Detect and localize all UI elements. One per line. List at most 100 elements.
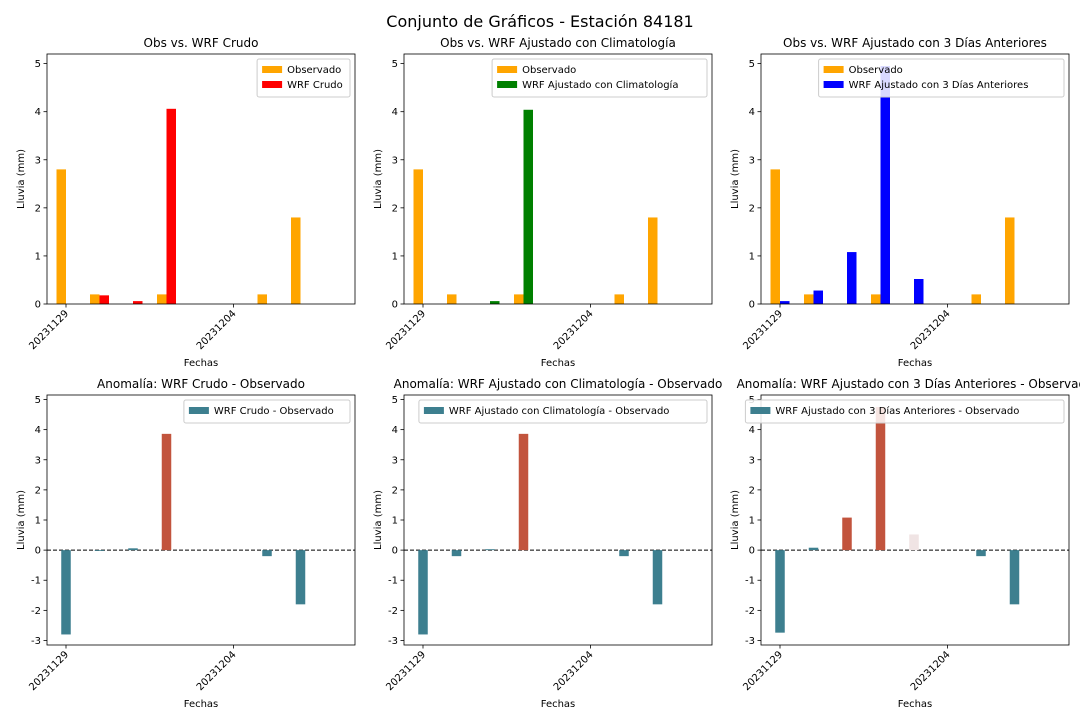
x-tick-label: 20231204: [195, 649, 239, 693]
y-tick-label: -3: [745, 636, 755, 647]
y-tick-label: 2: [392, 485, 398, 496]
legend-swatch: [497, 81, 518, 88]
y-tick-label: 1: [392, 516, 398, 527]
y-tick-label: 2: [749, 203, 755, 214]
y-tick-label: -2: [31, 606, 41, 617]
legend-box: [491, 58, 708, 98]
legend-box: [418, 399, 708, 424]
panel-3: Obs vs. WRF Ajustado con 3 Días Anterior…: [730, 36, 1070, 369]
y-tick-label: 4: [749, 425, 755, 436]
legend-box: [818, 58, 1065, 98]
y-tick-label: 1: [749, 251, 755, 262]
bar-anomaly-legend-1: [94, 550, 105, 551]
bar-anomaly-legend-3: [518, 433, 529, 551]
legend-label: WRF Crudo: [287, 80, 343, 91]
x-axis-label: Fechas: [184, 358, 219, 369]
panel-title: Anomalía: WRF Crudo - Observado: [97, 377, 305, 391]
bar-anomaly-legend-7: [652, 550, 663, 605]
y-tick-label: -2: [745, 606, 755, 617]
bar-wrf-crudo-2: [133, 301, 143, 304]
bar-wrf-3dias-1: [813, 290, 823, 304]
y-tick-label: -1: [388, 576, 398, 587]
legend-swatch: [188, 407, 209, 414]
bar-anomaly-legend-6: [619, 550, 629, 557]
bar-wrf-3dias-4: [914, 279, 924, 304]
legend-label: Observado: [287, 65, 341, 76]
y-tick-label: 4: [35, 425, 41, 436]
x-axis-label: Fechas: [541, 358, 576, 369]
legend-label: WRF Crudo - Observado: [214, 406, 334, 417]
y-tick-label: 5: [35, 395, 41, 406]
y-tick-label: 4: [392, 107, 398, 118]
y-axis-label: Lluvia (mm): [16, 149, 27, 209]
y-tick-label: 1: [35, 251, 41, 262]
x-tick-label: 20231129: [27, 649, 71, 693]
bar-observado-6: [257, 294, 267, 304]
bar-observado-0: [770, 169, 780, 304]
panel-6: Anomalía: WRF Ajustado con 3 Días Anteri…: [730, 377, 1080, 710]
panel-5: Anomalía: WRF Ajustado con Climatología …: [373, 377, 722, 710]
bar-anomaly-legend-6: [262, 550, 272, 557]
bar-anomaly-legend-3: [875, 407, 886, 551]
bar-wrf-3dias-3: [880, 66, 890, 305]
panel-title: Anomalía: WRF Ajustado con Climatología …: [394, 377, 723, 391]
plot-frame: [403, 53, 713, 305]
legend: WRF Ajustado con Climatología - Observad…: [418, 399, 708, 424]
y-tick-label: 0: [35, 546, 41, 557]
bar-anomaly-legend-2: [485, 549, 495, 551]
bar-anomaly-legend-4: [909, 534, 919, 551]
legend-label: WRF Ajustado con Climatología - Observad…: [449, 405, 670, 417]
y-tick-label: -2: [388, 606, 398, 617]
plot-frame: [46, 53, 356, 305]
y-tick-label: 0: [35, 300, 41, 311]
x-tick-label: 20231204: [552, 649, 596, 693]
y-axis-label: Lluvia (mm): [730, 490, 741, 550]
bar-wrf-3dias-2: [847, 252, 857, 304]
legend-swatch: [497, 66, 518, 73]
x-tick-label: 20231204: [909, 649, 953, 693]
y-tick-label: 4: [392, 425, 398, 436]
y-tick-label: 3: [392, 155, 398, 166]
y-axis-label: Lluvia (mm): [373, 149, 384, 209]
x-axis-label: Fechas: [898, 699, 933, 710]
y-tick-label: -1: [31, 576, 41, 587]
panel-title: Obs vs. WRF Ajustado con Climatología: [440, 36, 676, 50]
legend: Observado WRF Crudo: [256, 58, 351, 98]
bar-anomaly-legend-6: [976, 550, 986, 557]
bar-wrf-3dias-0: [780, 301, 790, 304]
y-tick-label: 5: [749, 59, 755, 70]
x-axis-label: Fechas: [541, 699, 576, 710]
y-axis-label: Lluvia (mm): [373, 490, 384, 550]
y-tick-label: 4: [35, 107, 41, 118]
y-tick-label: 3: [35, 455, 41, 466]
figure-title: Conjunto de Gráficos - Estación 84181: [386, 12, 693, 31]
bar-anomaly-legend-2: [128, 548, 138, 551]
y-tick-label: -3: [31, 636, 41, 647]
bar-observado-0: [56, 169, 66, 304]
bar-anomaly-legend-2: [842, 517, 852, 551]
y-tick-label: 2: [35, 203, 41, 214]
bar-anomaly-legend-0: [775, 550, 785, 633]
plot-frame: [46, 394, 356, 646]
bar-wrf-clim-2: [490, 301, 500, 304]
x-axis-label: Fechas: [898, 358, 933, 369]
x-tick-label: 20231204: [195, 308, 239, 352]
y-tick-label: 1: [392, 251, 398, 262]
y-tick-label: 2: [35, 485, 41, 496]
panel-title: Anomalía: WRF Ajustado con 3 Días Anteri…: [737, 377, 1080, 391]
y-tick-label: 5: [392, 395, 398, 406]
legend-label: WRF Ajustado con 3 Días Anteriores - Obs…: [775, 405, 1019, 417]
y-tick-label: 5: [392, 59, 398, 70]
bar-anomaly-legend-0: [61, 550, 71, 635]
legend-label: Observado: [522, 65, 576, 76]
x-tick-label: 20231129: [384, 649, 428, 693]
panel-title: Obs vs. WRF Ajustado con 3 Días Anterior…: [783, 36, 1047, 50]
y-tick-label: 3: [749, 155, 755, 166]
panel-1: Obs vs. WRF Crudo 0 1 2 3 4 5 20231129 20231204 F…: [16, 36, 356, 369]
bar-observado-7: [1005, 217, 1015, 304]
legend-swatch: [750, 407, 771, 414]
y-tick-label: 1: [749, 516, 755, 527]
y-tick-label: 5: [35, 59, 41, 70]
